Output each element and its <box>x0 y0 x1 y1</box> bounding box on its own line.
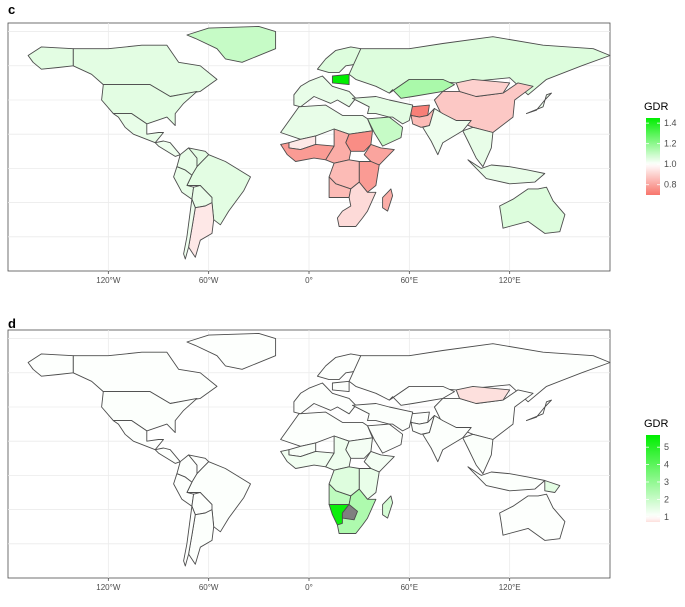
legend-tick-label: 0.8 <box>664 180 677 190</box>
legend-tick-label: 4 <box>664 460 669 470</box>
region-mexico <box>112 420 164 451</box>
legend-tick-label: 2 <box>664 494 669 504</box>
region-saudi-arabia <box>367 423 404 454</box>
region-southeast-asia <box>462 126 494 168</box>
region-alaska <box>27 46 74 70</box>
x-tick-label: 60°W <box>199 276 219 285</box>
region-greenland <box>186 332 277 370</box>
panel-letter-d: d <box>8 316 16 331</box>
region-mexico <box>112 113 164 144</box>
region-australia <box>499 493 566 541</box>
region-russia <box>348 343 611 403</box>
region-southern-africa <box>336 181 377 227</box>
region-europe-west <box>293 382 357 415</box>
map-panel-c: 120°W 60°W 0° 60°E 120°E GDR 1.4 1.2 1.0 0.8 <box>7 22 677 285</box>
region-alaska <box>27 353 74 377</box>
region-central-america <box>154 140 181 157</box>
region-saudi-arabia <box>367 116 404 147</box>
x-tick-label: 0° <box>305 276 313 285</box>
region-southeast-asia <box>462 433 494 475</box>
region-japan <box>525 92 552 115</box>
legend-title: GDR <box>644 101 669 113</box>
region-india <box>422 415 472 463</box>
region-botswana <box>341 504 358 521</box>
legend-colorbar <box>646 435 660 522</box>
legend-title: GDR <box>644 418 669 430</box>
legend-tick-label: 1.0 <box>664 159 677 169</box>
region-middle-east <box>352 403 414 432</box>
region-indonesia <box>467 159 546 185</box>
x-tick-label: 60°W <box>199 583 219 592</box>
region-sudan <box>345 437 373 459</box>
region-mongolia <box>455 78 511 97</box>
region-middle-east <box>352 96 414 125</box>
x-tick-label: 60°E <box>401 583 418 592</box>
region-europe-west <box>293 75 357 108</box>
legend-tick-label: 5 <box>664 442 669 452</box>
legend-tick-label: 1 <box>664 512 669 522</box>
region-russia <box>348 36 611 96</box>
region-australia <box>499 186 566 234</box>
region-chile <box>183 505 196 567</box>
region-japan <box>525 399 552 422</box>
x-tick-label: 120°W <box>96 583 121 592</box>
region-mongolia <box>455 385 511 404</box>
region-canada <box>72 44 218 97</box>
panel-letter-c: c <box>8 2 16 17</box>
region-png <box>544 480 561 493</box>
region-central-america <box>154 447 181 464</box>
region-indonesia <box>467 466 546 492</box>
x-tick-label: 60°E <box>401 276 418 285</box>
x-tick-label: 120°E <box>499 276 521 285</box>
x-tick-label: 120°E <box>499 583 521 592</box>
region-india <box>422 108 472 156</box>
map-panel-d: 120°W 60°W 0° 60°E 120°E GDR 5 4 3 2 1 <box>7 329 669 592</box>
region-canada <box>72 351 218 404</box>
legend-colorbar <box>646 118 660 195</box>
region-poland <box>331 380 350 393</box>
region-sudan <box>345 130 373 152</box>
x-tick-label: 120°W <box>96 276 121 285</box>
x-tick-label: 0° <box>305 583 313 592</box>
legend-tick-label: 3 <box>664 477 669 487</box>
legend-tick-label: 1.2 <box>664 139 677 149</box>
region-poland <box>331 73 350 86</box>
region-madagascar <box>382 495 394 519</box>
region-chile <box>183 198 196 260</box>
region-greenland <box>186 25 277 63</box>
region-madagascar <box>382 188 394 212</box>
legend-tick-label: 1.4 <box>664 118 677 128</box>
